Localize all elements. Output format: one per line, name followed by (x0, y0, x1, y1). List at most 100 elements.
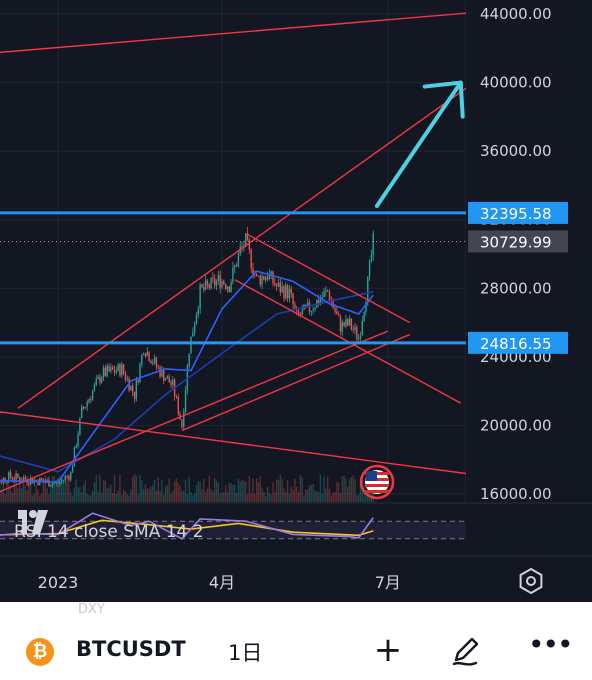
volume-bar (42, 479, 45, 502)
more-button[interactable]: ••• (528, 630, 574, 666)
volume-bar (323, 476, 325, 502)
candle (144, 353, 147, 356)
volume-bar (168, 478, 170, 502)
volume-bar (334, 491, 336, 502)
volume-bar (164, 486, 167, 502)
volume-bar (257, 482, 260, 502)
volume-bar (275, 479, 278, 502)
candle (356, 327, 358, 340)
volume-bars (0, 474, 374, 502)
candle (265, 277, 267, 280)
volume-bar (97, 491, 99, 502)
candle (334, 307, 336, 312)
candle (50, 485, 52, 487)
volume-bar (345, 478, 347, 502)
volume-bar (237, 478, 240, 502)
volume-bar (117, 490, 119, 502)
chart-area[interactable]: 16000.0020000.0024000.0028000.0032000.00… (0, 0, 592, 602)
candle (290, 288, 292, 294)
candle (341, 321, 343, 332)
volume-bar (152, 484, 154, 502)
y-tick-label: 44000.00 (480, 5, 552, 23)
interval-button[interactable]: 1日 (228, 641, 263, 665)
candle (142, 353, 145, 355)
candle (110, 367, 112, 372)
candle (95, 379, 97, 385)
settings-button[interactable] (516, 566, 546, 596)
candle (28, 482, 30, 485)
volume-bar (297, 492, 300, 502)
candle (51, 483, 54, 486)
volume-bar (0, 490, 3, 502)
candle (217, 275, 220, 281)
x-tick-label: 2023 (38, 573, 79, 592)
volume-bar (137, 494, 139, 502)
us-flag-icon[interactable] (359, 464, 395, 500)
candle (84, 407, 87, 409)
price-chart[interactable]: 16000.0020000.0024000.0028000.0032000.00… (0, 0, 592, 602)
candle (323, 291, 325, 298)
candle (170, 382, 172, 385)
candle (77, 434, 79, 447)
volume-bar (162, 494, 165, 502)
candle (326, 290, 329, 292)
candle (124, 373, 127, 380)
candle (161, 369, 163, 377)
volume-bar (195, 485, 198, 502)
candle (226, 286, 229, 289)
rsi-indicator-label[interactable]: RSI 14 close SMA 14 2 (14, 522, 204, 542)
volume-bar (259, 476, 261, 502)
volume-bar (8, 485, 10, 502)
candle (345, 319, 347, 327)
add-button[interactable]: + (372, 632, 404, 668)
candle (48, 479, 50, 487)
bitcoin-icon[interactable]: ₿ (26, 638, 54, 666)
plus-icon: + (373, 630, 403, 670)
volume-bar (24, 485, 26, 502)
candle (286, 285, 289, 299)
drawing-tools-button[interactable] (446, 630, 486, 670)
symbol-button[interactable]: BTCUSDT (76, 637, 186, 661)
price-label-text: 24816.55 (480, 335, 552, 353)
candle (321, 297, 323, 299)
candle (305, 304, 307, 307)
volume-bar (146, 488, 148, 502)
candle (361, 320, 364, 335)
volume-bar (246, 494, 249, 502)
volume-bar (68, 474, 70, 502)
candle (188, 353, 190, 366)
volume-bar (110, 484, 112, 502)
volume-bar (221, 492, 223, 502)
candle (208, 284, 210, 289)
candle (359, 334, 362, 339)
volume-bar (157, 476, 159, 502)
candle (285, 285, 287, 299)
candle (106, 366, 108, 377)
candle (325, 290, 327, 292)
candle (82, 406, 85, 409)
volume-bar (217, 482, 220, 502)
volume-bar (192, 495, 194, 502)
volume-bar (190, 491, 192, 502)
candle (219, 275, 221, 288)
volume-bar (133, 474, 136, 502)
volume-bar (274, 491, 276, 502)
price-axis: 16000.0020000.0024000.0028000.0032000.00… (468, 5, 568, 503)
volume-bar (214, 478, 216, 502)
candle (246, 233, 249, 240)
candle (93, 384, 96, 391)
volume-bar (148, 488, 150, 502)
candle (199, 284, 201, 309)
candle (162, 369, 165, 381)
volume-bar (84, 479, 87, 502)
candle (19, 477, 21, 482)
volume-bar (193, 493, 196, 502)
candle (70, 471, 72, 480)
volume-bar (234, 484, 236, 502)
candle (259, 275, 261, 285)
candle (6, 482, 8, 483)
candle (228, 286, 230, 293)
candle (215, 280, 218, 286)
candle (101, 377, 103, 383)
